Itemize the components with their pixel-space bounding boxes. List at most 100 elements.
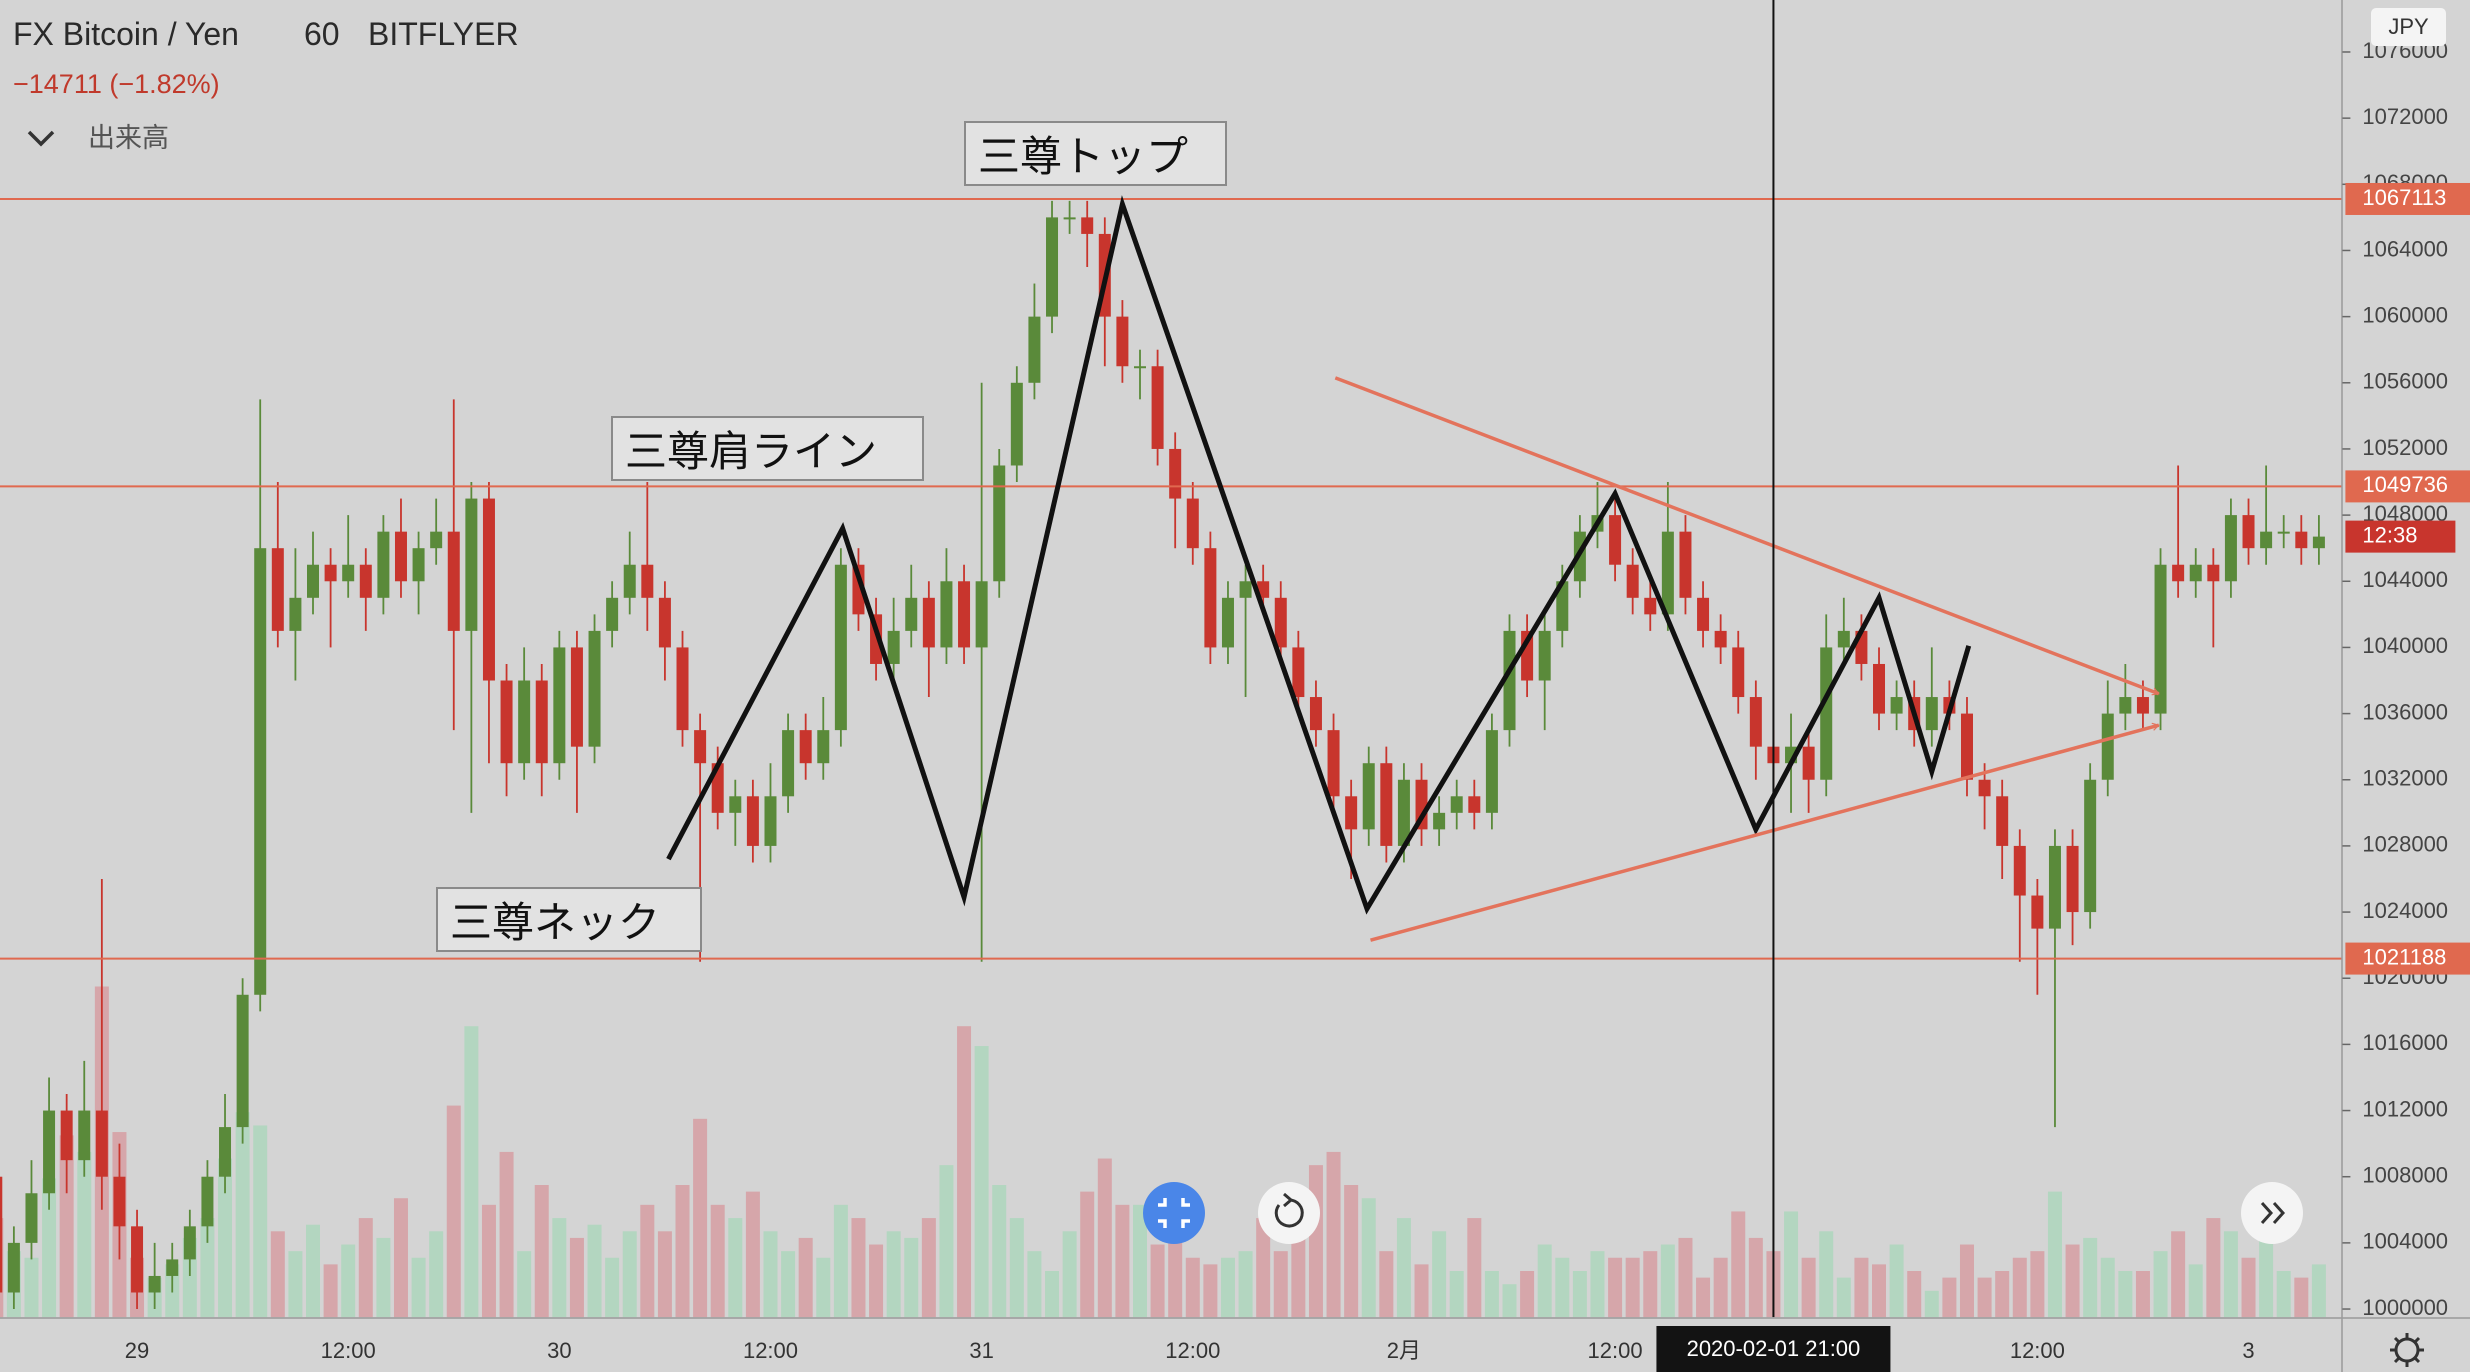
- scroll-right-button[interactable]: [2241, 1182, 2303, 1244]
- volume-bar: [1537, 1244, 1552, 1318]
- settings-button[interactable]: [2390, 1333, 2424, 1367]
- indicator-label: 出来高: [88, 123, 169, 154]
- volume-bar: [1959, 1244, 1974, 1318]
- candle-body: [78, 1110, 91, 1161]
- candle-body: [2031, 895, 2044, 929]
- candle-body: [799, 730, 812, 764]
- volume-bar: [763, 1231, 778, 1318]
- zoom-button[interactable]: [1143, 1182, 1205, 1244]
- candle-body: [1362, 763, 1375, 830]
- candle-body: [2224, 515, 2237, 582]
- reset-button[interactable]: [1258, 1182, 1320, 1244]
- price-label: 1067113: [2362, 185, 2446, 210]
- volume-bar: [77, 1151, 92, 1318]
- volume-bar: [1449, 1270, 1464, 1318]
- volume-bar: [1220, 1257, 1235, 1318]
- volume-bar: [393, 1198, 408, 1318]
- candle-body: [1837, 630, 1850, 648]
- candle-body: [1996, 796, 2009, 846]
- volume-bar: [1414, 1264, 1429, 1318]
- candle-body: [465, 498, 478, 631]
- candle-body: [518, 680, 531, 764]
- volume-bar: [235, 1112, 250, 1318]
- candle-body: [658, 597, 671, 648]
- candle-body: [1679, 531, 1692, 598]
- volume-bar: [1396, 1218, 1411, 1318]
- candle-body: [817, 730, 830, 764]
- candle-body: [289, 597, 302, 631]
- volume-bar: [1027, 1251, 1042, 1318]
- y-tick-label: 1032000: [2362, 766, 2448, 791]
- candle-body: [447, 531, 460, 631]
- volume-bar: [2241, 1257, 2256, 1318]
- annotation-box: 三尊トップ: [964, 121, 1227, 186]
- volume-bar: [2012, 1257, 2027, 1318]
- candle-body: [746, 796, 759, 846]
- volume-bar: [2188, 1264, 2203, 1318]
- currency-badge[interactable]: JPY: [2371, 8, 2446, 46]
- y-tick-label: 1028000: [2362, 832, 2448, 857]
- volume-bar: [1819, 1231, 1834, 1318]
- volume-bar: [253, 1125, 268, 1318]
- volume-bar: [1590, 1251, 1605, 1318]
- x-tick-label: 31: [969, 1338, 993, 1363]
- volume-bar: [1502, 1284, 1517, 1318]
- volume-bar: [728, 1218, 743, 1318]
- x-tick-label: 12:00: [1588, 1338, 1643, 1363]
- candle-body: [482, 498, 495, 681]
- volume-bar: [2206, 1218, 2221, 1318]
- candle-body: [1380, 763, 1393, 846]
- volume-bar: [270, 1231, 285, 1318]
- volume-bar: [2171, 1231, 2186, 1318]
- candle-body: [834, 564, 847, 731]
- candle-body: [500, 680, 513, 764]
- collapse-toggle[interactable]: [19, 118, 63, 158]
- candle-body: [412, 548, 425, 582]
- y-tick-label: 1040000: [2362, 633, 2448, 658]
- candle-body: [1556, 581, 1569, 631]
- candle-body: [1749, 697, 1762, 747]
- volume-bar: [622, 1231, 637, 1318]
- candle-body: [1063, 217, 1076, 220]
- candle-body: [570, 647, 583, 747]
- candle-body: [1239, 581, 1252, 598]
- volume-bar: [781, 1251, 796, 1318]
- volume-bar: [1467, 1218, 1482, 1318]
- candle-body: [852, 564, 865, 615]
- volume-bar: [1009, 1218, 1024, 1318]
- volume-bar: [1731, 1211, 1746, 1318]
- candle-body: [1925, 697, 1938, 731]
- candle-body: [606, 597, 619, 631]
- volume-bar: [869, 1244, 884, 1318]
- candle-body: [1450, 796, 1463, 813]
- candle-body: [1978, 779, 1991, 797]
- volume-bar: [1713, 1257, 1728, 1318]
- candle-body: [1186, 498, 1199, 549]
- y-tick-label: 1024000: [2362, 898, 2448, 923]
- volume-bar: [218, 1158, 233, 1318]
- volume-bar: [833, 1204, 848, 1318]
- trend-line: [1334, 376, 2160, 696]
- candle-body: [1204, 548, 1217, 648]
- candle-body: [2084, 779, 2097, 913]
- candle-body: [1046, 217, 1059, 317]
- candle-body: [1169, 448, 1182, 499]
- candle-body: [359, 564, 372, 598]
- candle-body: [729, 796, 742, 813]
- volume-bar: [1625, 1257, 1640, 1318]
- candle-body: [2277, 531, 2290, 534]
- volume-bar: [446, 1105, 461, 1318]
- candle-body: [1820, 647, 1833, 780]
- volume-bar: [499, 1151, 514, 1318]
- candle-body: [2013, 845, 2026, 896]
- volume-bar: [1660, 1244, 1675, 1318]
- trend-line: [1370, 722, 2160, 942]
- volume-bar: [1696, 1277, 1711, 1318]
- volume-bar: [1801, 1257, 1816, 1318]
- candle-body: [236, 994, 249, 1128]
- volume-bar: [1942, 1277, 1957, 1318]
- price-label: 1021188: [2362, 944, 2446, 969]
- volume-bar: [992, 1184, 1007, 1318]
- volume-bar: [1115, 1204, 1130, 1318]
- volume-bar: [1379, 1251, 1394, 1318]
